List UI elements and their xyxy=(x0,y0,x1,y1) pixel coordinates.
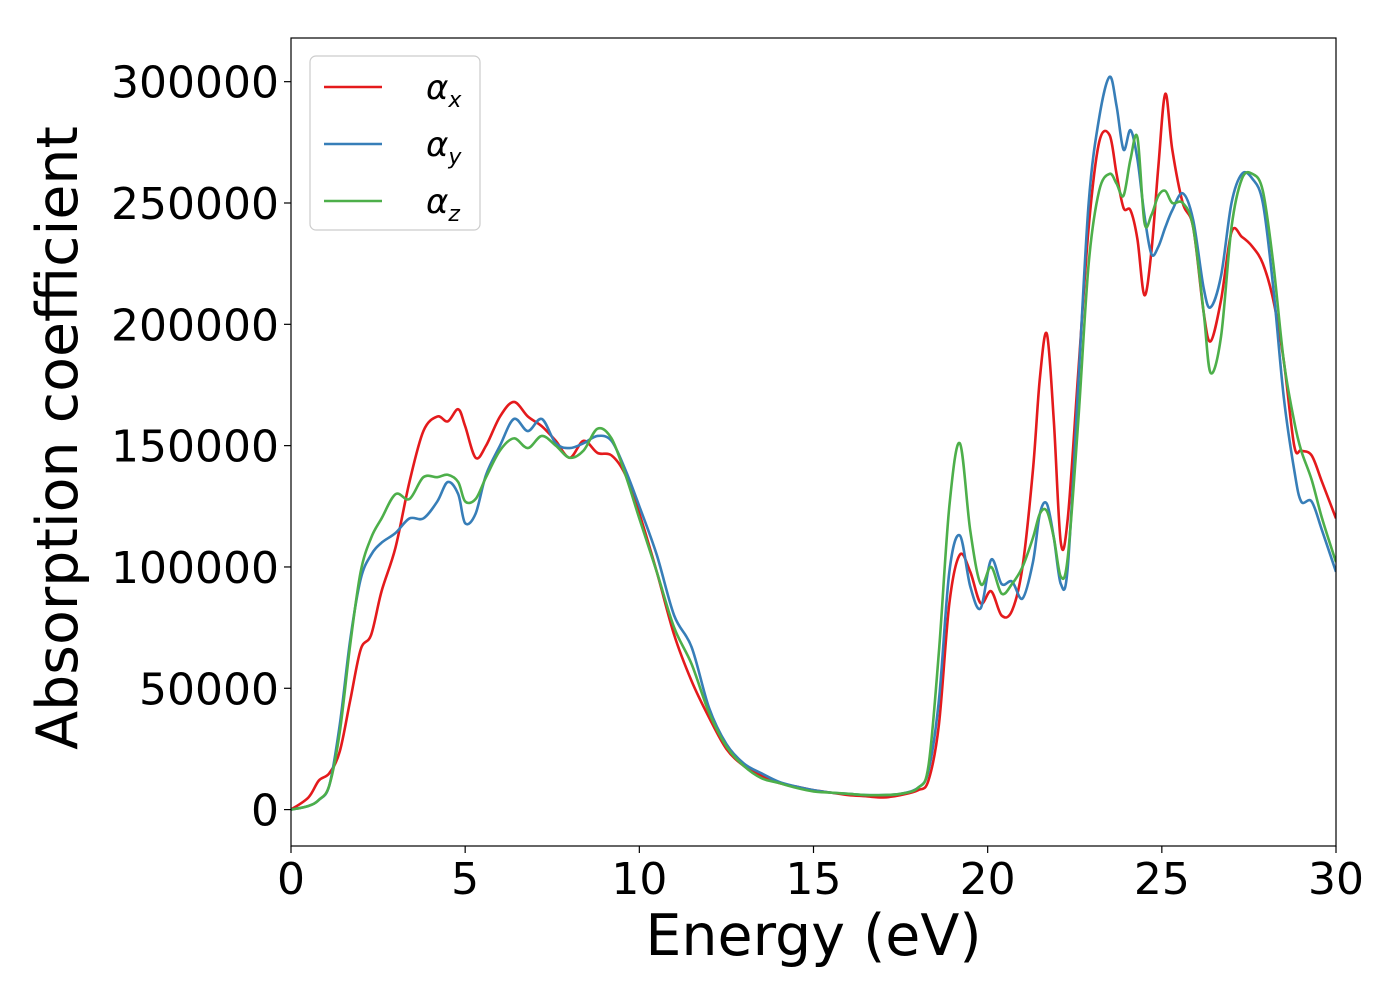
y-axis-ticks: 0 50000 100000 150000 200000 250000 300000 xyxy=(111,58,291,837)
legend-box xyxy=(309,55,481,231)
x-tick-label: 20 xyxy=(960,854,1016,905)
y-tick-label: 100000 xyxy=(111,543,279,594)
legend-label-z: αz xyxy=(426,182,460,227)
y-tick-label: 0 xyxy=(251,786,279,837)
y-tick-label: 50000 xyxy=(139,664,279,715)
x-tick-label: 10 xyxy=(611,854,667,905)
x-axis-ticks: 0 5 10 15 20 25 30 xyxy=(277,846,1364,905)
x-tick-label: 25 xyxy=(1134,854,1190,905)
legend: αx αy αz xyxy=(309,55,481,231)
x-tick-label: 15 xyxy=(786,854,842,905)
series-line-y xyxy=(291,75,1336,811)
series-line-z xyxy=(291,133,1336,811)
x-tick-label: 0 xyxy=(277,854,305,905)
series-layer xyxy=(291,75,1336,811)
y-tick-label: 150000 xyxy=(111,422,279,473)
x-axis-label: Energy (eV) xyxy=(645,903,981,969)
legend-label-x: αx xyxy=(426,68,462,113)
y-tick-label: 200000 xyxy=(111,300,279,351)
y-tick-label: 300000 xyxy=(111,58,279,109)
x-tick-label: 30 xyxy=(1308,854,1364,905)
x-tick-label: 5 xyxy=(451,854,479,905)
legend-label-y: αy xyxy=(426,125,462,170)
y-tick-label: 250000 xyxy=(111,179,279,230)
y-axis-label: Absorption coefficient xyxy=(25,126,91,750)
